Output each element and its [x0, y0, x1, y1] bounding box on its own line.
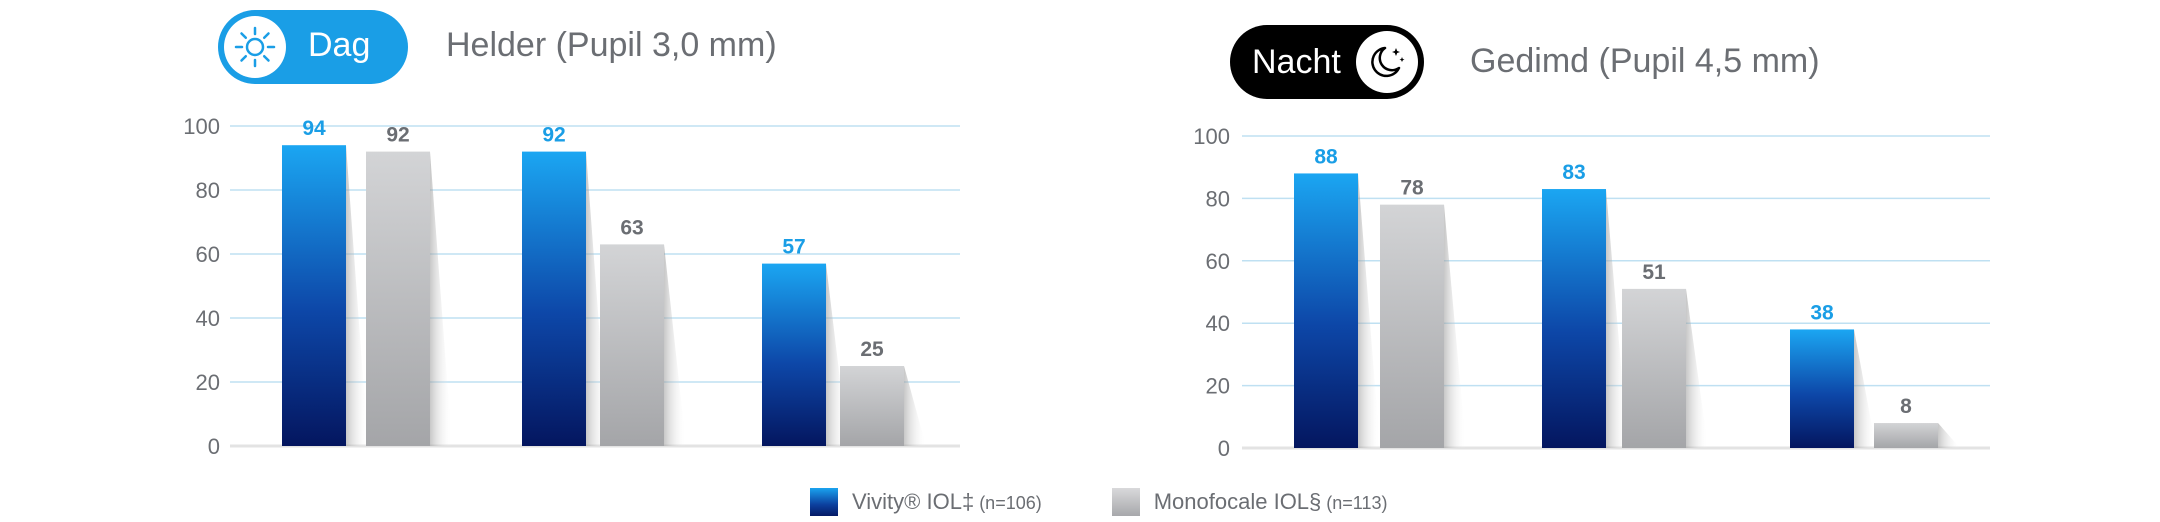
data-label-vivity: 83: [1562, 161, 1585, 184]
data-label-vivity: 92: [542, 124, 565, 147]
bar-shadow: [430, 151, 452, 446]
y-tick-label: 40: [196, 306, 220, 331]
bar-shadow: [904, 366, 926, 446]
night-pill-label: Nacht: [1252, 43, 1341, 81]
data-label-vivity: 38: [1810, 301, 1834, 324]
bar-monofocal: [1622, 288, 1686, 448]
bar-shadow: [664, 244, 686, 446]
moon-stars-icon: [1356, 31, 1418, 93]
bar-monofocal: [366, 151, 430, 446]
y-tick-label: 60: [196, 242, 220, 267]
day-bar-chart: 0 20 40 60 80 100 94 92 57 92 63 25: [183, 114, 960, 459]
bar-vivity: [1790, 329, 1854, 448]
bar-vivity: [1542, 189, 1606, 449]
legend-label-vivity: Vivity® IOL‡ (n=106): [852, 489, 1042, 515]
bar-shadow: [1358, 173, 1380, 448]
y-tick-label: 80: [1206, 186, 1230, 211]
bar-shadow: [1854, 329, 1876, 448]
legend-item-vivity: Vivity® IOL‡ (n=106): [810, 488, 1042, 516]
day-subtitle: Helder (Pupil 3,0 mm): [446, 26, 777, 64]
y-tick-label: 100: [183, 114, 220, 139]
y-tick-label: 60: [1206, 249, 1230, 274]
night-panel: Nacht Gedimd (Pupil 4,5 mm) 0 20 40 60 80 100…: [1180, 0, 2160, 480]
day-pill-label: Dag: [308, 26, 371, 64]
data-label-vivity: 57: [782, 236, 805, 259]
legend-label-vivity-n: (n=106): [974, 493, 1042, 513]
y-tick-label: 0: [208, 434, 220, 459]
bar-shadow: [1444, 204, 1466, 448]
y-tick-label: 100: [1193, 124, 1230, 149]
bar-shadow: [1938, 423, 1960, 448]
bar-vivity: [762, 263, 826, 446]
data-label-monofocal: 78: [1400, 177, 1424, 200]
bar-shadow: [826, 263, 848, 446]
night-bar-chart: 0 20 40 60 80 100 88 83 38 78 51 8: [1193, 124, 1990, 461]
legend-label-monofocal-name: Monofocale IOL§: [1153, 489, 1322, 514]
night-pill: Nacht: [1230, 25, 1424, 99]
legend-label-monofocal-n: (n=113): [1321, 493, 1388, 513]
y-tick-label: 20: [196, 370, 220, 395]
bar-monofocal: [840, 366, 904, 446]
y-tick-label: 40: [1206, 311, 1230, 336]
bar-vivity: [1294, 173, 1358, 448]
y-tick-label: 0: [1218, 436, 1230, 461]
bar-shadow: [346, 145, 368, 446]
data-label-vivity: 94: [302, 117, 326, 140]
bar-monofocal: [1380, 204, 1444, 448]
day-panel: Dag Helder (Pupil 3,0 mm) 0 20 40 60 80 100 94…: [0, 0, 1000, 480]
data-label-monofocal: 92: [386, 124, 409, 147]
y-tick-label: 80: [196, 178, 220, 203]
bar-vivity: [282, 145, 346, 446]
sun-icon: [224, 16, 286, 78]
bar-shadow: [1686, 288, 1708, 448]
bar-vivity: [522, 151, 586, 446]
legend-label-monofocal: Monofocale IOL§ (n=113): [1154, 489, 1388, 515]
data-label-vivity: 88: [1314, 145, 1338, 168]
legend-item-monofocal: Monofocale IOL§ (n=113): [1111, 488, 1388, 516]
legend-swatch-monofocal: [1111, 488, 1140, 516]
bar-monofocal: [1874, 423, 1938, 448]
data-label-monofocal: 63: [620, 216, 643, 239]
legend-swatch-vivity: [810, 488, 838, 516]
day-pill: Dag: [218, 10, 408, 84]
data-label-monofocal: 51: [1642, 261, 1666, 284]
bar-monofocal: [600, 244, 664, 446]
legend-label-vivity-name: Vivity® IOL‡: [852, 489, 975, 514]
data-label-monofocal: 8: [1900, 395, 1912, 418]
data-label-monofocal: 25: [860, 338, 884, 361]
legend: Vivity® IOL‡ (n=106) Monofocale IOL§ (n=…: [810, 484, 1458, 520]
bar-shadow: [586, 151, 608, 446]
y-tick-label: 20: [1206, 374, 1230, 399]
night-subtitle: Gedimd (Pupil 4,5 mm): [1470, 42, 1820, 80]
